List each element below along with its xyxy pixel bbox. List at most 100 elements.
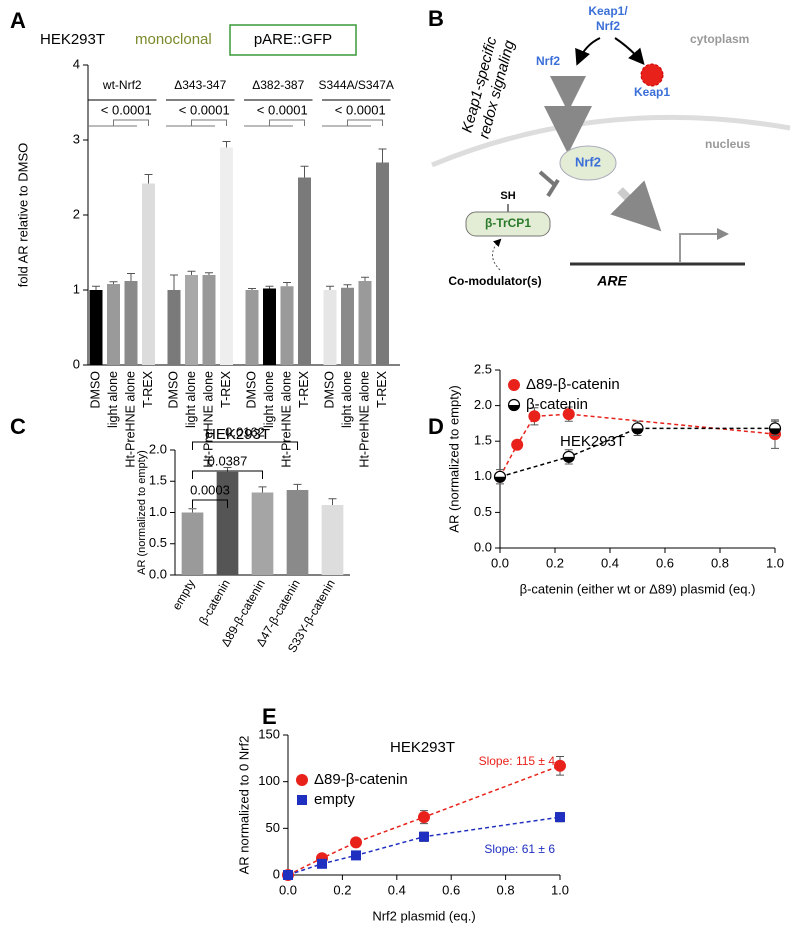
bar [216,471,239,575]
y-tick-label: 50 [266,820,280,835]
error-bar [109,281,118,284]
y-tick-label: 1.5 [474,433,492,448]
chart-title: HEK293T [390,739,455,756]
x-axis-label: Nrf2 plasmid (eq.) [372,908,475,923]
error-bar [283,282,291,287]
chart-title: HEK293T [40,31,105,48]
y-tick-label: 2.0 [474,397,492,412]
y-tick-label: 2.5 [474,361,492,376]
comparison-label: 0.0387 [208,453,248,468]
x-tick-label: Ht-PreHNE alone [123,371,137,468]
bar [202,275,216,365]
rotated-label: Keap1-specific redox signaling [459,35,519,141]
significance: < 0.0001 [335,102,386,117]
y-tick-label: 0 [73,356,80,371]
x-tick-label: DMSO [244,371,258,409]
marker [297,795,307,805]
y-tick-label: 0.5 [149,535,167,550]
error-bar [188,508,197,513]
marker [351,850,361,861]
x-tick-label: empty [169,577,197,612]
significance: < 0.0001 [257,102,308,117]
error-bar [328,498,337,505]
bar [181,512,204,575]
chart-subtitle: monoclonal [135,31,212,48]
y-tick-label: 150 [258,726,280,741]
slope-annotation: Slope: 115 ± 4 [479,754,556,768]
x-tick-label: DMSO [322,371,336,409]
group-label: wt-Nrf2 [102,78,142,92]
annotation: pARE::GFP [254,31,332,48]
marker [317,858,327,869]
x-tick-label: 0.0 [491,555,509,570]
marker [350,836,362,849]
x-tick-label: Ht-PreHNE alone [357,371,371,468]
btrcp-label: β-TrCP1 [485,216,531,230]
marker-half [632,428,643,434]
error-bar [170,274,178,290]
arrow [575,37,601,66]
y-tick-label: 0.0 [474,539,492,554]
x-axis-label: β-catenin (either wt or Δ89) plasmid (eq… [520,581,756,596]
annotation-box [229,24,357,56]
bar [89,290,103,365]
x-tick-label: 0.2 [546,555,564,570]
keap1-blob [640,63,664,87]
error-bar [248,288,256,290]
x-tick-label: light alone [106,371,120,428]
legend-label: Δ89-β-catenin [314,771,408,788]
complex-label: Keap1/ [588,4,628,18]
arrow [614,37,645,66]
bar [376,162,389,365]
marker [283,870,293,880]
x-tick-label: DMSO [166,371,180,409]
comparison-label: 0.0162 [225,424,265,439]
y-tick-label: 2.0 [149,441,167,456]
x-tick-label: 0.4 [601,555,619,570]
nrf2-label: Nrf2 [536,54,560,68]
bracket [88,119,149,127]
panel-label: C [10,414,26,439]
y-axis-label: AR (normalized to empty) [446,385,461,532]
x-tick-label: DMSO [88,371,102,409]
y-tick-label: 4 [73,56,80,71]
marker [508,379,520,391]
comparison-label: 0.0003 [190,482,230,497]
legend-label: β-catenin [526,396,588,413]
marker [555,812,565,823]
y-tick-label: 0 [273,866,280,881]
inhibition [538,170,560,198]
bar [263,288,276,365]
legend-label: empty [314,791,355,808]
error-bar [258,486,267,493]
panel-label: A [10,8,26,33]
marker [419,831,429,842]
error-bar [265,285,274,289]
chart-title: HEK293T [205,426,270,443]
are-label: ARE [596,273,627,289]
bar [107,284,120,365]
marker-half [494,476,506,483]
nrf2-node [559,145,617,181]
marker-half [508,405,520,411]
y-tick-label: 100 [258,773,280,788]
complex-label: Nrf2 [596,19,620,33]
x-tick-label: β-catenin [196,577,233,627]
keap1-label: Keap1 [634,85,670,99]
error-bar [293,483,302,490]
marker-half [769,428,781,434]
fit-line [499,413,776,478]
fit-line [287,765,561,876]
x-tick-label: T-REX [141,370,155,407]
bracket [192,499,228,508]
y-tick-label: 1.5 [149,473,167,488]
legend-label: Δ89-β-catenin [526,376,620,393]
bar [286,490,309,575]
nrf2-node-label: Nrf2 [575,154,601,169]
bar [323,290,337,365]
bar [298,177,311,365]
y-tick-label: 0.0 [149,566,167,581]
bracket [192,470,263,479]
marker [528,410,541,423]
